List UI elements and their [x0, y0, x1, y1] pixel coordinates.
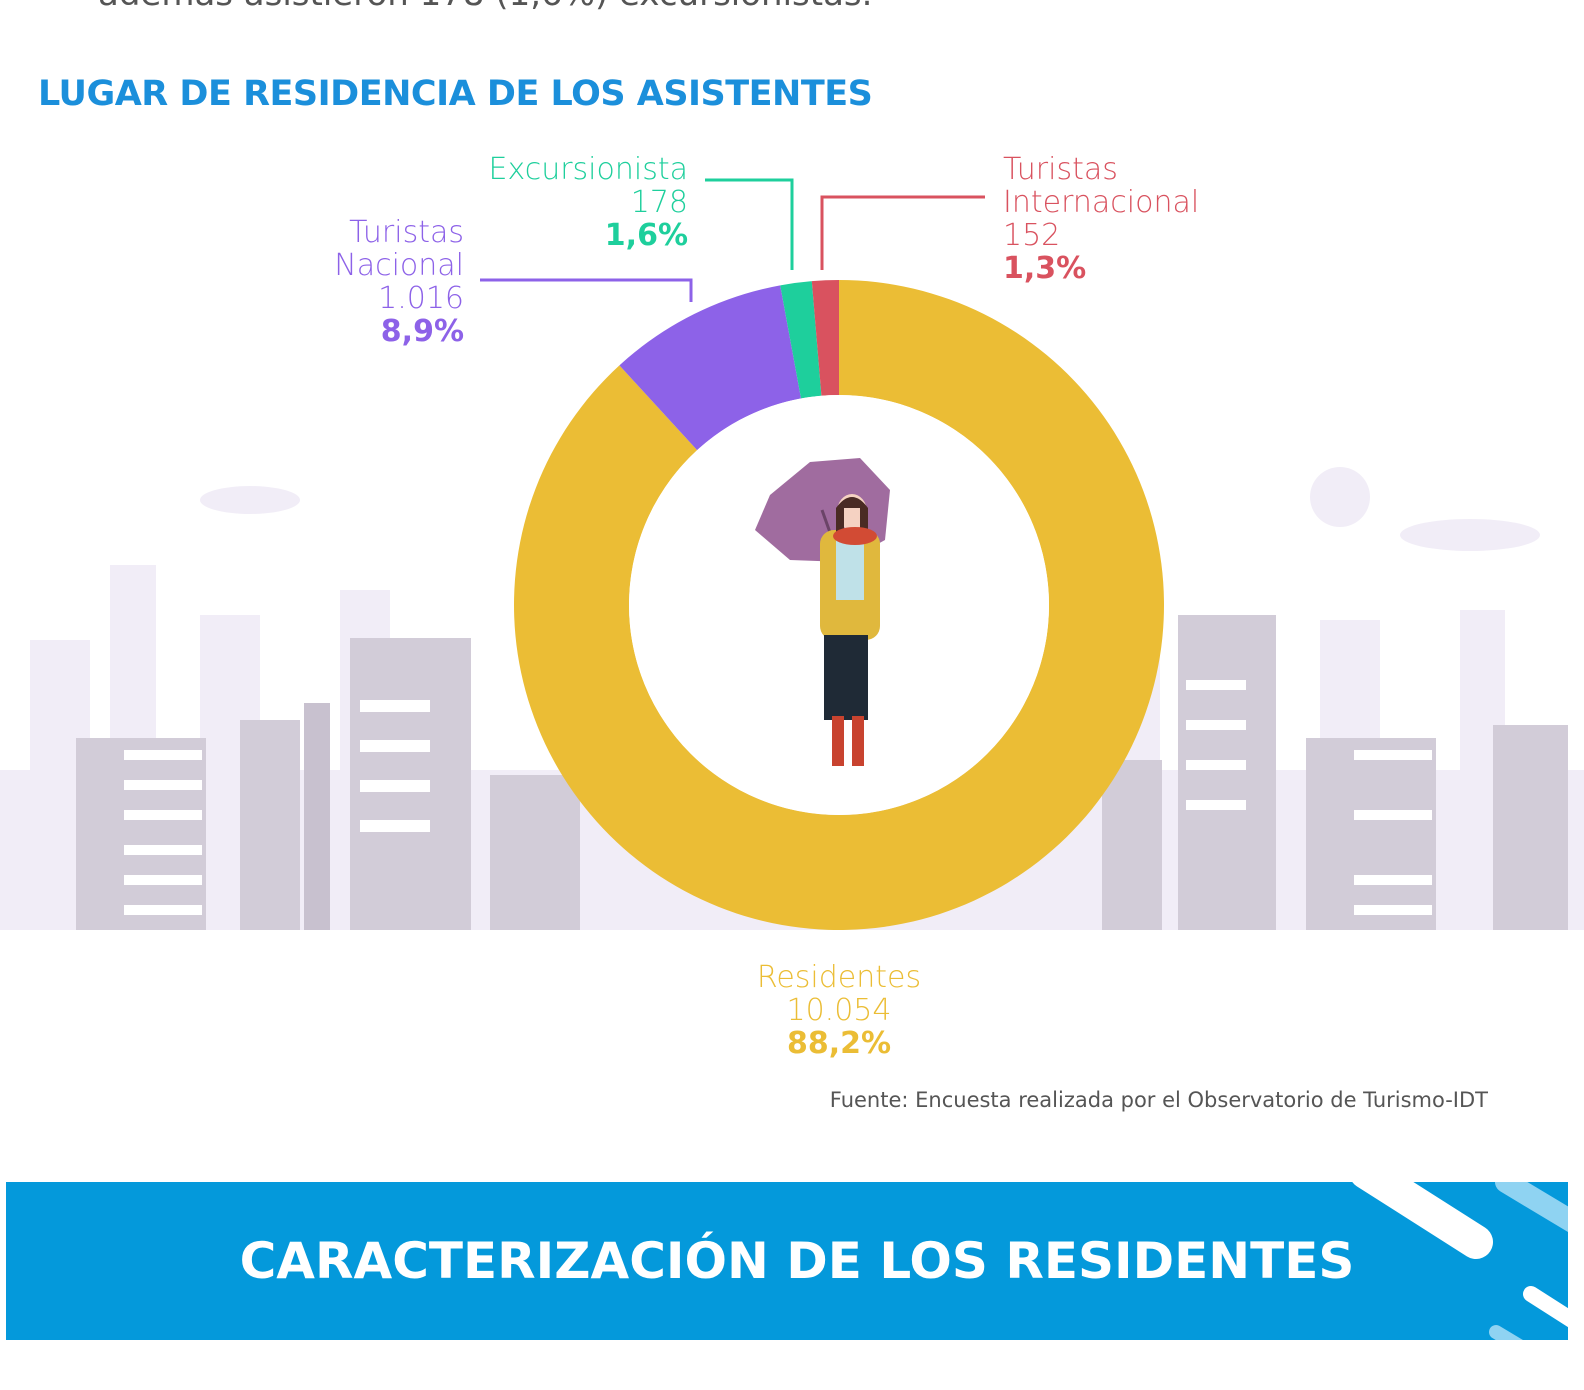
- category-label: Turistas Internacional: [1003, 152, 1200, 220]
- category-label: Residentes: [756, 960, 922, 995]
- value-label: 152: [1003, 218, 1061, 253]
- slice-label: Turistas Nacional 1.016 8,9%: [312, 216, 464, 348]
- slice-label: Excursionista 178 1,6%: [440, 153, 688, 252]
- section-banner: CARACTERIZACIÓN DE LOS RESIDENTES: [6, 1182, 1568, 1340]
- percent-label: 8,9%: [380, 314, 464, 349]
- slice: [811, 280, 839, 396]
- percent-label: 88,2%: [786, 1026, 892, 1061]
- banner-title: CARACTERIZACIÓN DE LOS RESIDENTES: [239, 1232, 1355, 1290]
- value-label: 1.016: [378, 281, 464, 316]
- value-label: 10.054: [786, 993, 892, 1028]
- leader-lines: [480, 178, 985, 302]
- slice: [619, 285, 802, 451]
- slice-label: Residentes 10.054 88,2%: [689, 961, 989, 1060]
- windows: [124, 680, 1432, 915]
- slice: [780, 281, 822, 399]
- percent-label: 1,3%: [1003, 251, 1087, 286]
- woman-illustration: [755, 458, 890, 766]
- value-label: 178: [630, 185, 688, 220]
- city-buildings: [76, 615, 1568, 930]
- banner-decoration: [1352, 1182, 1568, 1340]
- lead-text: además asistieron 178 (1,6%) excursionis…: [98, 0, 872, 14]
- category-label: Excursionista: [488, 152, 688, 187]
- source-note: Fuente: Encuesta realizada por el Observ…: [829, 1088, 1488, 1112]
- slice-label: Turistas Internacional 152 1,3%: [1003, 153, 1223, 285]
- category-label: Turistas Nacional: [334, 215, 464, 283]
- percent-label: 1,6%: [604, 218, 688, 253]
- slice: [513, 280, 1164, 930]
- chart-title: LUGAR DE RESIDENCIA DE LOS ASISTENTES: [38, 74, 873, 114]
